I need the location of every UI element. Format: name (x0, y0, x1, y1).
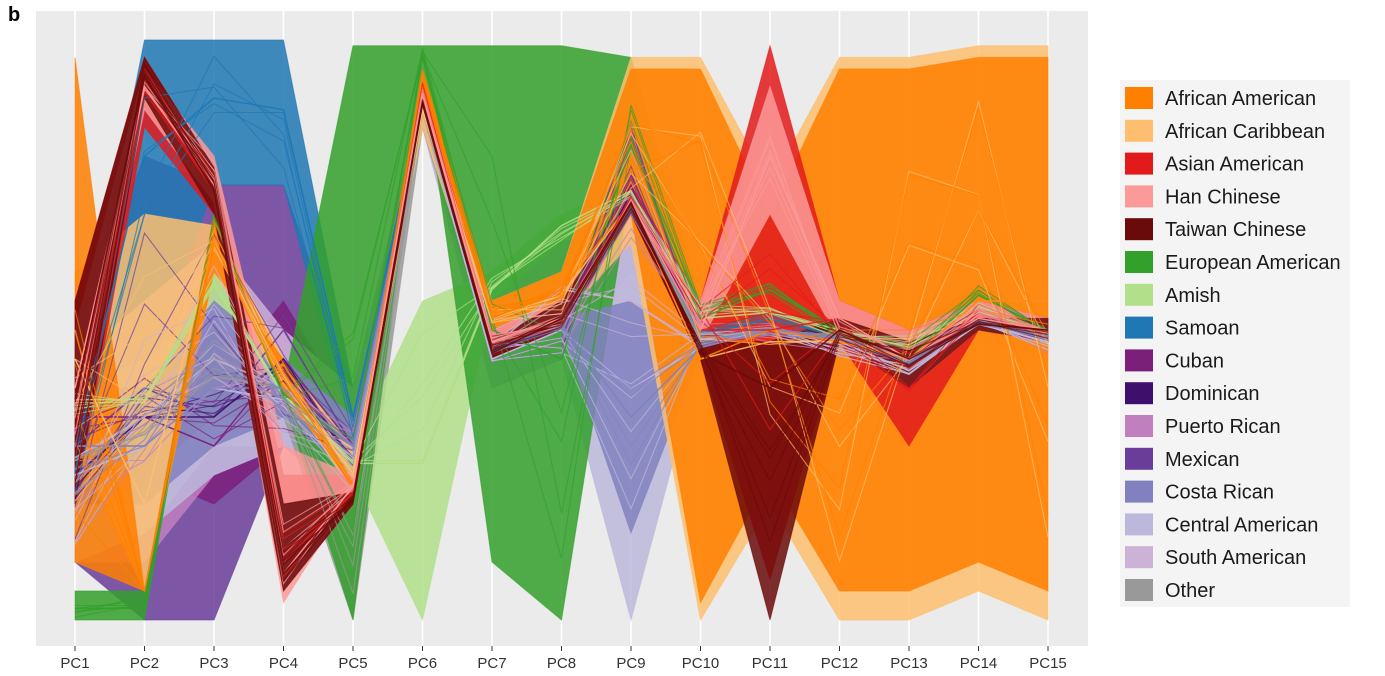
x-tick-label-pc1: PC1 (60, 655, 89, 672)
x-tick-label-pc12: PC12 (821, 655, 859, 672)
x-tick-label-pc5: PC5 (338, 655, 367, 672)
x-tick-label-pc13: PC13 (890, 655, 928, 672)
panel-label: b (8, 4, 21, 26)
x-tick-label-pc11: PC11 (752, 655, 788, 672)
legend-label-african-american: African American (1165, 88, 1316, 110)
legend-label-samoan: Samoan (1165, 318, 1240, 340)
x-tick-label-pc7: PC7 (477, 655, 506, 672)
legend-swatch-puerto-rican (1125, 415, 1153, 437)
legend-swatch-han-chinese (1125, 185, 1153, 208)
x-tick-label-pc14: PC14 (960, 655, 998, 672)
legend-label-south-american: South American (1165, 547, 1306, 569)
legend-swatch-costa-rican (1125, 480, 1153, 503)
x-tick-label-pc6: PC6 (408, 655, 437, 672)
legend-swatch-taiwan-chinese (1125, 218, 1153, 241)
series-lines (74, 47, 1049, 618)
legend-label-mexican: Mexican (1165, 449, 1239, 471)
line-african-american-3 (74, 80, 1049, 593)
legend-swatch-european-american (1125, 251, 1153, 273)
legend-swatch-african-caribbean (1125, 119, 1153, 142)
legend-label-dominican: Dominican (1165, 383, 1259, 405)
legend-swatch-central-american (1125, 513, 1153, 536)
x-tick-label-pc8: PC8 (547, 655, 576, 672)
legend-label-puerto-rican: Puerto Rican (1165, 416, 1281, 438)
legend-swatch-samoan (1125, 316, 1153, 339)
legend-label-han-chinese: Han Chinese (1165, 186, 1281, 208)
legend-swatch-other (1125, 579, 1153, 601)
line-taiwan-chinese-3 (74, 76, 1049, 553)
x-tick-label-pc3: PC3 (199, 655, 228, 672)
x-tick-label-pc2: PC2 (130, 655, 159, 672)
legend-swatch-dominican (1125, 382, 1153, 405)
line-african-american-4 (74, 71, 1049, 593)
legend-swatch-asian-american (1125, 152, 1153, 175)
line-taiwan-chinese-2 (74, 76, 1049, 549)
x-tick-label-pc9: PC9 (616, 655, 645, 672)
legend-label-taiwan-chinese: Taiwan Chinese (1165, 219, 1306, 241)
legend: African American African Caribbean Asian A… (1120, 80, 1350, 607)
x-tick-label-pc15: PC15 (1029, 655, 1067, 672)
legend-label-european-american: European American (1165, 252, 1341, 274)
center-line-central-american (74, 109, 1049, 476)
legend-label-cuban: Cuban (1165, 350, 1224, 372)
legend-swatch-african-american (1125, 87, 1153, 109)
legend-label-other: Other (1165, 580, 1215, 602)
legend-label-central-american: Central American (1165, 514, 1318, 536)
legend-label-costa-rican: Costa Rican (1165, 482, 1274, 504)
legend-swatch-amish (1125, 283, 1153, 306)
center-line-taiwan-chinese (74, 72, 1049, 576)
legend-background (1120, 80, 1350, 607)
x-axis-ticks: PC1 PC2 PC3 PC4 PC5 PC6 PC7 PC8 PC9 PC10 PC11 PC12 P… (60, 646, 1067, 672)
legend-swatch-mexican (1125, 447, 1153, 470)
legend-label-asian-american: Asian American (1165, 154, 1304, 176)
line-african-american-0 (74, 76, 1049, 593)
legend-swatch-cuban (1125, 349, 1153, 372)
x-tick-label-pc10: PC10 (682, 655, 720, 672)
legend-swatch-south-american (1125, 546, 1153, 569)
legend-label-amish: Amish (1165, 285, 1221, 307)
x-tick-label-pc4: PC4 (269, 655, 298, 672)
line-african-american-1 (74, 77, 1049, 592)
line-costa-rican-4 (74, 99, 1049, 477)
legend-label-african-caribbean: African Caribbean (1165, 121, 1325, 143)
line-african-caribbean-3 (74, 107, 1049, 480)
line-central-american-0 (74, 105, 1049, 545)
